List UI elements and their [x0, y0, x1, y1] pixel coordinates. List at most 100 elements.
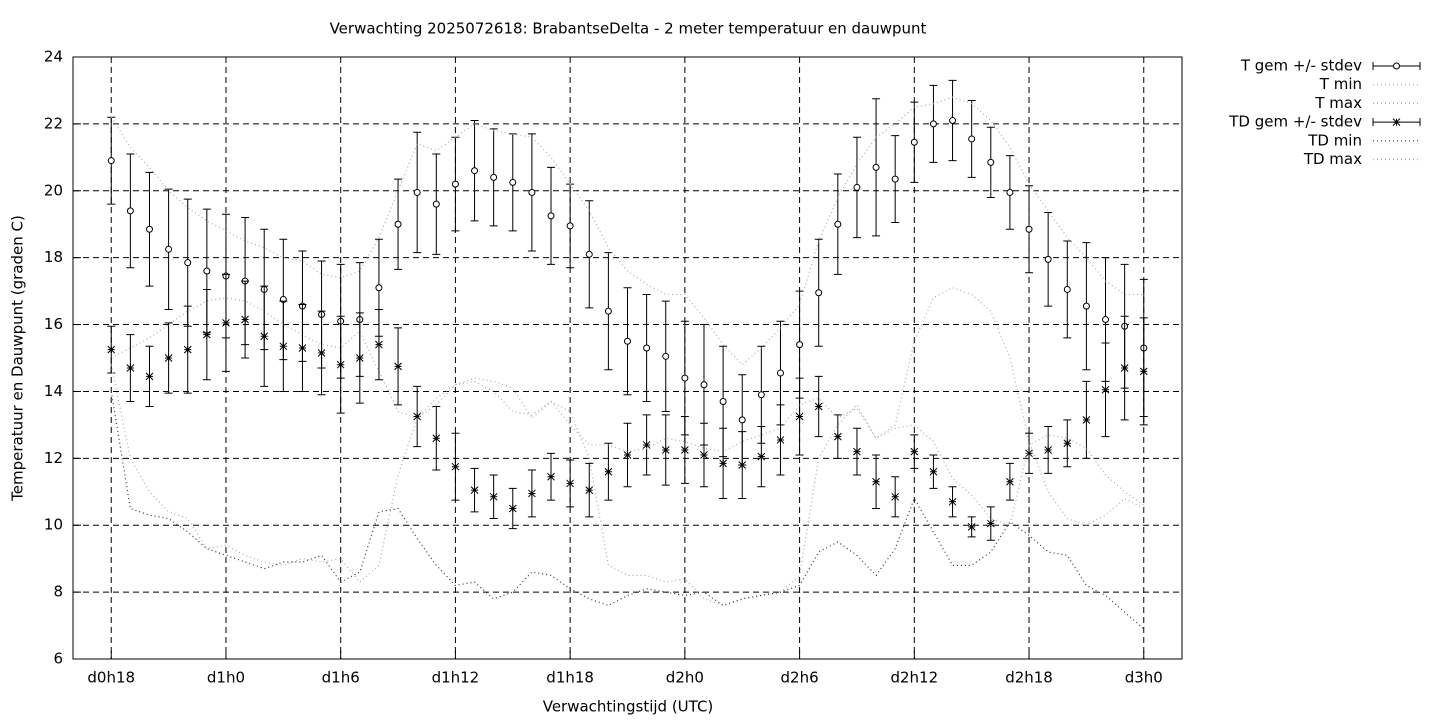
marker: [489, 492, 498, 501]
marker: [355, 354, 364, 362]
marker: [509, 178, 517, 186]
marker: [1063, 285, 1071, 293]
marker: [164, 354, 173, 362]
marker: [183, 345, 192, 354]
marker: [872, 163, 880, 171]
marker: [432, 434, 441, 443]
legend-label: TD min: [1307, 131, 1362, 149]
marker: [624, 337, 631, 345]
marker: [815, 289, 823, 297]
legend-label: T gem +/- stdev: [1240, 57, 1362, 75]
marker: [317, 349, 326, 357]
marker: [1006, 188, 1014, 196]
legend-label: TD gem +/- stdev: [1228, 113, 1362, 131]
marker: [508, 504, 517, 513]
y-tick-label: 10: [44, 516, 63, 534]
legend-label: TD max: [1303, 150, 1362, 168]
marker: [126, 364, 135, 372]
marker: [948, 497, 957, 506]
marker: [738, 416, 746, 424]
y-tick-label: 24: [44, 48, 63, 66]
marker: [222, 319, 230, 327]
marker: [967, 523, 976, 531]
marker: [394, 362, 402, 371]
y-tick-label: 18: [44, 248, 63, 266]
marker: [1044, 446, 1053, 454]
marker: [1082, 302, 1090, 310]
marker: [585, 250, 593, 258]
marker: [719, 397, 727, 405]
marker: [241, 315, 249, 324]
chart-title: Verwachting 2025072618: BrabantseDelta -…: [330, 20, 927, 38]
marker: [700, 451, 708, 459]
marker: [776, 369, 784, 377]
marker: [1025, 225, 1033, 233]
marker: [566, 222, 574, 230]
x-tick-label: d2h12: [890, 669, 938, 687]
x-tick-label: d2h0: [666, 669, 704, 687]
marker: [1392, 118, 1401, 126]
marker: [1044, 255, 1052, 263]
x-axis-label: Verwachtingstijd (UTC): [543, 698, 714, 716]
marker: [623, 451, 632, 459]
y-tick-label: 22: [44, 114, 63, 132]
marker: [833, 432, 842, 441]
marker: [184, 259, 192, 267]
marker: [853, 183, 861, 191]
marker: [604, 307, 612, 315]
marker: [413, 412, 422, 421]
marker: [872, 477, 880, 486]
marker: [949, 117, 957, 125]
marker: [796, 341, 804, 349]
marker: [1082, 416, 1091, 424]
y-tick-label: 14: [44, 382, 63, 400]
plot-frame: [72, 56, 1183, 660]
y-axis-label: Temperatuur en Dauwpunt (graden C): [9, 215, 27, 502]
marker: [738, 461, 747, 469]
marker: [776, 436, 785, 444]
marker: [1393, 62, 1400, 70]
marker: [662, 352, 670, 360]
marker: [700, 381, 708, 389]
marker: [145, 372, 154, 381]
legend-label: T min: [1319, 75, 1362, 93]
marker: [432, 200, 440, 208]
y-tick-label: 8: [53, 583, 63, 601]
marker: [375, 284, 383, 292]
x-tick-label: d1h12: [432, 669, 480, 687]
marker: [451, 180, 459, 188]
y-tick-label: 20: [44, 181, 63, 199]
marker: [298, 344, 307, 352]
marker: [336, 360, 345, 369]
marker: [279, 342, 288, 351]
marker: [566, 479, 574, 488]
marker: [795, 412, 804, 421]
marker: [547, 212, 555, 220]
marker: [968, 135, 976, 143]
marker: [642, 441, 651, 449]
marker: [853, 447, 861, 456]
marker: [1102, 316, 1110, 324]
marker: [145, 225, 153, 233]
marker: [661, 446, 670, 454]
marker: [1006, 477, 1014, 486]
marker: [757, 452, 766, 461]
marker: [891, 492, 900, 501]
marker: [490, 173, 498, 181]
marker: [1025, 449, 1033, 458]
marker: [528, 489, 536, 498]
marker: [987, 158, 995, 166]
x-tick-label: d1h6: [322, 669, 360, 687]
marker: [107, 345, 116, 354]
marker: [757, 391, 765, 399]
x-tick-label: d3h0: [1125, 669, 1163, 687]
marker: [681, 374, 689, 382]
marker: [413, 188, 421, 196]
legend-label: T max: [1314, 94, 1362, 112]
marker: [202, 330, 211, 339]
marker: [585, 486, 594, 494]
marker: [547, 472, 555, 481]
marker: [126, 207, 134, 215]
x-tick-label: d1h18: [546, 669, 594, 687]
